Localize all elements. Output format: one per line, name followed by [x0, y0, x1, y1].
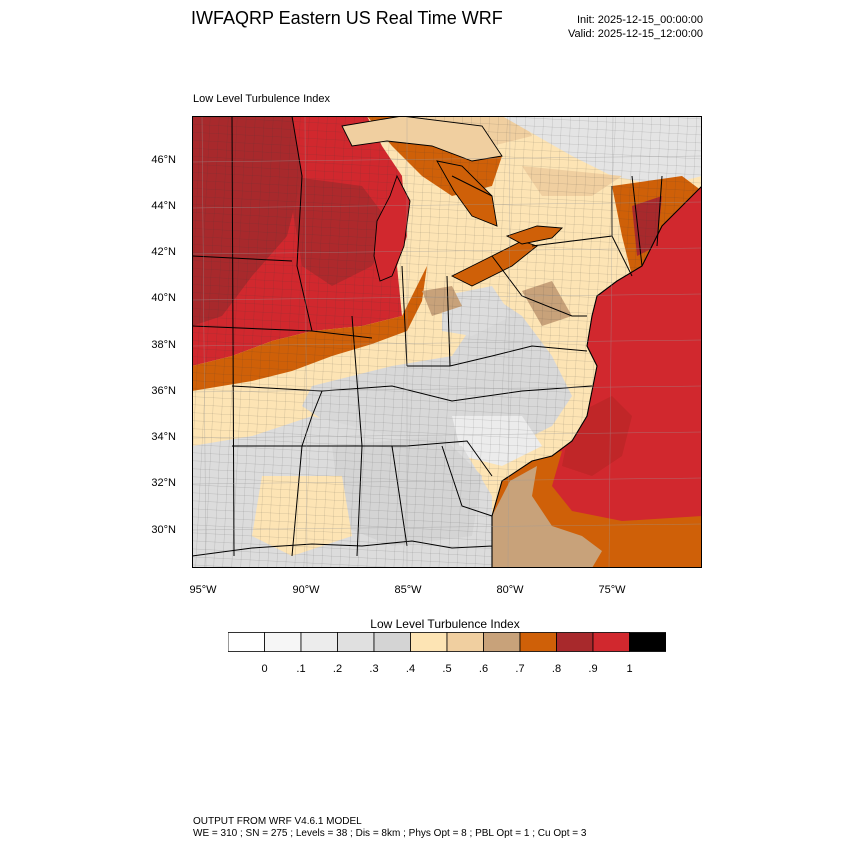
colorbar-label: .7 [515, 663, 525, 675]
colorbar-swatch [483, 632, 521, 652]
lon-label: 80°W [496, 584, 524, 596]
init-time: Init: 2025-12-15_00:00:00 [577, 14, 703, 26]
lon-label: 75°W [598, 584, 626, 596]
colorbar-label: .6 [478, 663, 489, 675]
page-title: IWFAQRP Eastern US Real Time WRF [191, 8, 503, 28]
colorbar-swatch [300, 632, 338, 652]
colorbar-swatch [264, 632, 302, 652]
colorbar-swatch [592, 632, 630, 652]
lat-label: 42°N [151, 246, 176, 258]
footer-config-line: WE = 310 ; SN = 275 ; Levels = 38 ; Dis … [193, 828, 587, 839]
colorbar-swatch [410, 632, 448, 652]
colorbar-label: .2 [332, 663, 343, 675]
colorbar-swatch [446, 632, 484, 652]
colorbar-label: .5 [442, 663, 452, 675]
lat-label: 36°N [151, 385, 176, 397]
lon-label: 90°W [292, 584, 320, 596]
colorbar-label: .8 [551, 663, 562, 675]
lon-label: 95°W [189, 584, 217, 596]
lake-huron [436, 160, 498, 227]
lat-label: 34°N [151, 431, 176, 443]
colorbar-label: .3 [369, 663, 379, 675]
lake-superior [341, 116, 503, 162]
lake-ontario [505, 225, 564, 245]
colorbar-label: 1 [626, 663, 633, 675]
colorbar-swatch [629, 632, 666, 652]
lake-michigan [373, 174, 411, 282]
colorbar-label: 0 [261, 663, 268, 675]
graticule [192, 116, 702, 568]
lat-label: 30°N [151, 524, 176, 536]
colorbar [228, 632, 666, 652]
panel-title: Low Level Turbulence Index [193, 93, 330, 105]
lon-label: 85°W [394, 584, 422, 596]
lat-label: 38°N [151, 339, 176, 351]
lat-label: 46°N [151, 154, 176, 166]
colorbar-swatch [373, 632, 411, 652]
footer-model-line: OUTPUT FROM WRF V4.6.1 MODEL [193, 816, 362, 827]
coastal-tan-band [492, 466, 602, 568]
colorbar-swatch [337, 632, 375, 652]
colorbar-label: .9 [588, 663, 598, 675]
colorbar-title: Low Level Turbulence Index [370, 617, 520, 631]
colorbar-label: .1 [296, 663, 306, 675]
colorbar-swatch [519, 632, 557, 652]
colorbar-label: .4 [405, 663, 416, 675]
colorbar-swatch [228, 632, 265, 652]
lat-label: 44°N [151, 200, 176, 212]
valid-time: Valid: 2025-12-15_12:00:00 [568, 28, 703, 40]
coastline [192, 185, 702, 568]
turbulence-map [192, 116, 702, 568]
colorbar-swatch [556, 632, 594, 652]
lat-label: 32°N [151, 477, 176, 489]
lat-label: 40°N [151, 292, 176, 304]
